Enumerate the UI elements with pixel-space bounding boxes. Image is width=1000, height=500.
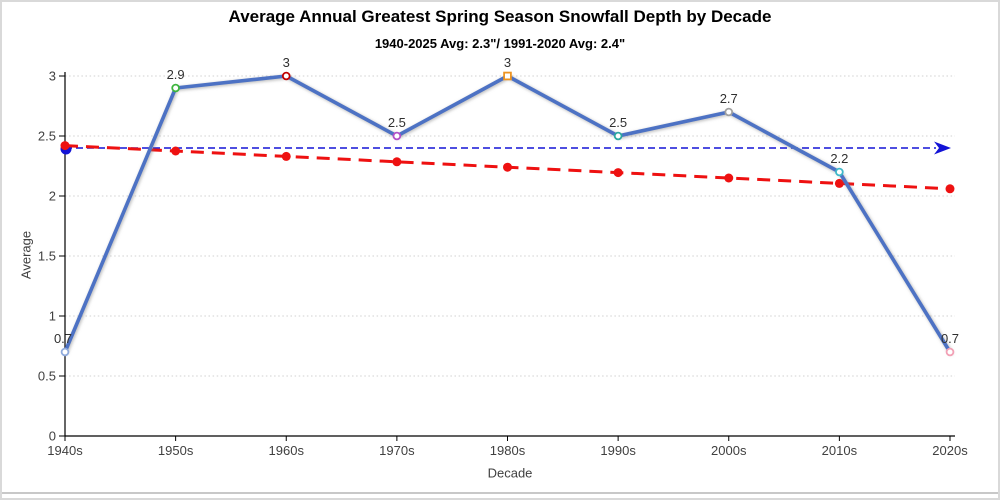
trendline-point <box>834 178 844 188</box>
x-tick-label: 1990s <box>600 443 636 458</box>
data-label: 0.7 <box>941 331 959 346</box>
y-tick-label: 3 <box>49 69 56 84</box>
data-point-marker <box>171 83 180 93</box>
trendline-point <box>613 168 623 178</box>
data-point-marker <box>945 347 955 357</box>
x-tick-label: 2020s <box>932 443 968 458</box>
data-label: 2.2 <box>830 151 848 166</box>
y-tick-label: 0.5 <box>38 369 56 384</box>
data-label: 2.5 <box>388 115 406 130</box>
data-label: 2.9 <box>167 67 185 82</box>
data-label: 3 <box>283 55 290 70</box>
x-tick-label: 2000s <box>711 443 747 458</box>
x-tick-label: 1960s <box>269 443 305 458</box>
data-point-marker <box>724 107 734 117</box>
data-point-marker <box>503 71 512 81</box>
trendline-point <box>392 157 402 167</box>
chart-subtitle: 1940-2025 Avg: 2.3"/ 1991-2020 Avg: 2.4" <box>374 36 626 51</box>
data-label: 0.7 <box>54 331 72 346</box>
data-label: 3 <box>504 55 511 70</box>
trendline-point <box>60 141 70 151</box>
bottom-divider <box>2 492 998 494</box>
x-tick-label: 1970s <box>379 443 415 458</box>
trendline-point <box>281 151 291 161</box>
data-point-marker <box>613 131 623 141</box>
x-tick-label: 1950s <box>158 443 194 458</box>
y-tick-label: 2 <box>49 189 56 204</box>
data-label: 2.7 <box>720 91 738 106</box>
y-tick-label: 0 <box>49 429 56 444</box>
data-point-marker <box>392 131 402 141</box>
trendline-point <box>171 146 181 156</box>
trendline-point <box>503 162 512 172</box>
reference-line-arrow-icon <box>934 141 951 155</box>
y-axis-title: Average <box>18 230 34 280</box>
data-point-marker <box>835 167 844 177</box>
y-tick-label: 2.5 <box>38 129 56 144</box>
x-tick-label: 1980s <box>490 443 526 458</box>
series-line <box>63 74 952 354</box>
data-label: 2.5 <box>609 115 627 130</box>
x-axis-title: Decade <box>487 465 533 481</box>
trendline-point <box>945 184 955 194</box>
chart-title: Average Annual Greatest Spring Season Sn… <box>228 7 772 26</box>
data-point-marker <box>281 71 291 81</box>
x-tick-label: 2010s <box>822 443 858 458</box>
x-tick-label: 1940s <box>47 443 83 458</box>
trendline-point <box>724 173 734 183</box>
y-tick-label: 1 <box>49 309 56 324</box>
y-tick-label: 1.5 <box>38 249 56 264</box>
data-point-marker <box>60 347 70 357</box>
